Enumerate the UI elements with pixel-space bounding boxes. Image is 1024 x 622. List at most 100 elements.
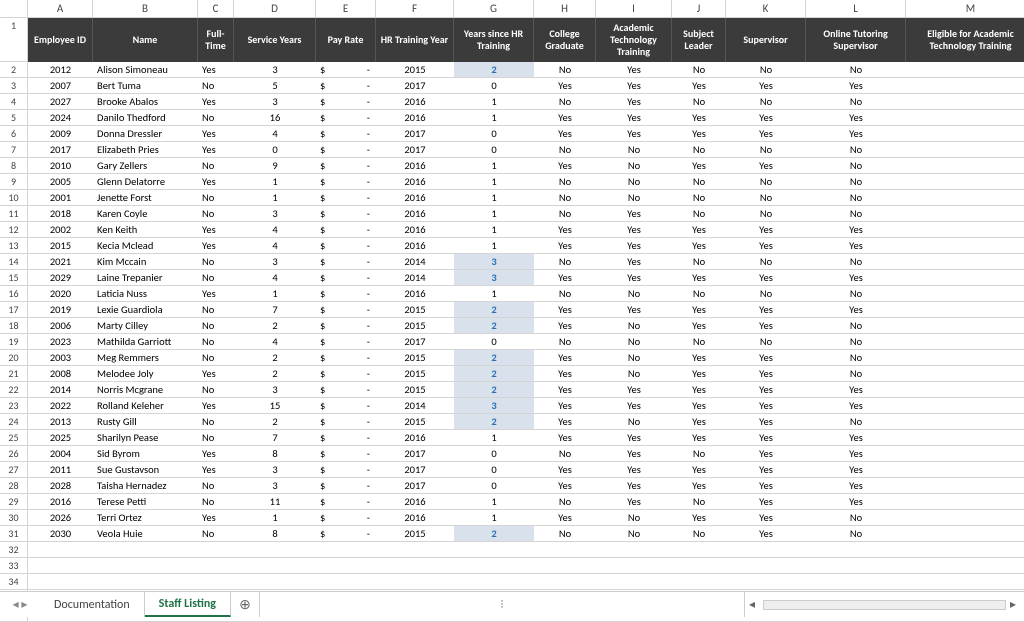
cell-name[interactable]: Karen Coyle [93, 206, 198, 222]
row-head-6[interactable]: 6 [0, 126, 28, 142]
cell-ots[interactable]: No [806, 350, 906, 366]
cell-pay[interactable]: $- [316, 526, 376, 542]
cell-svc[interactable]: 7 [234, 302, 316, 318]
cell-hryear[interactable]: 2016 [376, 190, 454, 206]
cell-sup[interactable]: Yes [726, 126, 806, 142]
empty-cell[interactable] [454, 558, 534, 574]
cell-att[interactable]: No [596, 526, 672, 542]
cell-sl[interactable]: Yes [672, 238, 726, 254]
cell-att[interactable]: Yes [596, 270, 672, 286]
cell-elig[interactable] [906, 382, 1024, 398]
cell-fulltime[interactable]: No [198, 302, 234, 318]
empty-cell[interactable] [28, 574, 93, 590]
cell-grad[interactable]: No [534, 446, 596, 462]
cell-ots[interactable]: No [806, 510, 906, 526]
cell-name[interactable]: Brooke Abalos [93, 94, 198, 110]
cell-att[interactable]: Yes [596, 62, 672, 78]
cell-att[interactable]: Yes [596, 478, 672, 494]
cell-sup[interactable]: Yes [726, 302, 806, 318]
cell-name[interactable]: Sharilyn Pease [93, 430, 198, 446]
cell-ots[interactable]: Yes [806, 430, 906, 446]
cell-pay[interactable]: $- [316, 414, 376, 430]
row-head-5[interactable]: 5 [0, 110, 28, 126]
empty-cell[interactable] [234, 542, 316, 558]
empty-cell[interactable] [672, 542, 726, 558]
cell-pay[interactable]: $- [316, 78, 376, 94]
empty-cell[interactable] [93, 542, 198, 558]
cell-hryear[interactable]: 2016 [376, 430, 454, 446]
cell-grad[interactable]: No [534, 142, 596, 158]
cell-hryear[interactable]: 2016 [376, 174, 454, 190]
cell-svc[interactable]: 3 [234, 206, 316, 222]
cell-sl[interactable]: No [672, 526, 726, 542]
cell-sl[interactable]: Yes [672, 158, 726, 174]
cell-name[interactable]: Laticia Nuss [93, 286, 198, 302]
cell-hryear[interactable]: 2015 [376, 526, 454, 542]
cell-att[interactable]: No [596, 318, 672, 334]
col-head-M[interactable]: M [906, 0, 1024, 18]
cell-fulltime[interactable]: No [198, 110, 234, 126]
cell-hryear[interactable]: 2016 [376, 110, 454, 126]
cell-since[interactable]: 1 [454, 510, 534, 526]
empty-cell[interactable] [534, 574, 596, 590]
cell-fulltime[interactable]: No [198, 334, 234, 350]
cell-sup[interactable]: No [726, 142, 806, 158]
cell-elig[interactable] [906, 142, 1024, 158]
cell-elig[interactable] [906, 414, 1024, 430]
cell-att[interactable]: No [596, 142, 672, 158]
horizontal-scrollbar[interactable]: ◂ ▸ [744, 592, 1024, 617]
cell-fulltime[interactable]: No [198, 318, 234, 334]
cell-name[interactable]: Veola Huie [93, 526, 198, 542]
cell-svc[interactable]: 4 [234, 270, 316, 286]
cell-grad[interactable]: Yes [534, 126, 596, 142]
cell-grad[interactable]: No [534, 174, 596, 190]
cell-grad[interactable]: Yes [534, 430, 596, 446]
cell-sl[interactable]: Yes [672, 366, 726, 382]
cell-hryear[interactable]: 2015 [376, 302, 454, 318]
row-head-24[interactable]: 24 [0, 414, 28, 430]
cell-fulltime[interactable]: Yes [198, 366, 234, 382]
cell-sl[interactable]: No [672, 62, 726, 78]
cell-id[interactable]: 2026 [28, 510, 93, 526]
cell-name[interactable]: Danilo Thedford [93, 110, 198, 126]
empty-cell[interactable] [454, 574, 534, 590]
cell-id[interactable]: 2028 [28, 478, 93, 494]
scroll-right-icon[interactable]: ▸ [1010, 597, 1020, 612]
cell-hryear[interactable]: 2016 [376, 206, 454, 222]
cell-grad[interactable]: No [534, 286, 596, 302]
cell-att[interactable]: No [596, 174, 672, 190]
header-H[interactable]: College Graduate [534, 18, 596, 62]
cell-fulltime[interactable]: Yes [198, 398, 234, 414]
cell-sup[interactable]: No [726, 190, 806, 206]
cell-fulltime[interactable]: Yes [198, 238, 234, 254]
header-B[interactable]: Name [93, 18, 198, 62]
cell-id[interactable]: 2004 [28, 446, 93, 462]
cell-fulltime[interactable]: Yes [198, 286, 234, 302]
cell-ots[interactable]: No [806, 286, 906, 302]
cell-svc[interactable]: 7 [234, 430, 316, 446]
cell-id[interactable]: 2027 [28, 94, 93, 110]
cell-fulltime[interactable]: No [198, 158, 234, 174]
cell-id[interactable]: 2001 [28, 190, 93, 206]
empty-cell[interactable] [806, 558, 906, 574]
cell-pay[interactable]: $- [316, 446, 376, 462]
cell-grad[interactable]: No [534, 254, 596, 270]
cell-pay[interactable]: $- [316, 286, 376, 302]
col-head-K[interactable]: K [726, 0, 806, 18]
empty-cell[interactable] [596, 574, 672, 590]
cell-fulltime[interactable]: Yes [198, 462, 234, 478]
cell-hryear[interactable]: 2017 [376, 334, 454, 350]
row-head-17[interactable]: 17 [0, 302, 28, 318]
cell-pay[interactable]: $- [316, 270, 376, 286]
cell-id[interactable]: 2014 [28, 382, 93, 398]
cell-ots[interactable]: No [806, 158, 906, 174]
cell-id[interactable]: 2002 [28, 222, 93, 238]
cell-id[interactable]: 2030 [28, 526, 93, 542]
cell-sup[interactable]: Yes [726, 366, 806, 382]
cell-att[interactable]: No [596, 334, 672, 350]
cell-since[interactable]: 2 [454, 366, 534, 382]
cell-hryear[interactable]: 2015 [376, 366, 454, 382]
cell-sup[interactable]: Yes [726, 270, 806, 286]
cell-pay[interactable]: $- [316, 366, 376, 382]
row-head-34[interactable]: 34 [0, 574, 28, 590]
